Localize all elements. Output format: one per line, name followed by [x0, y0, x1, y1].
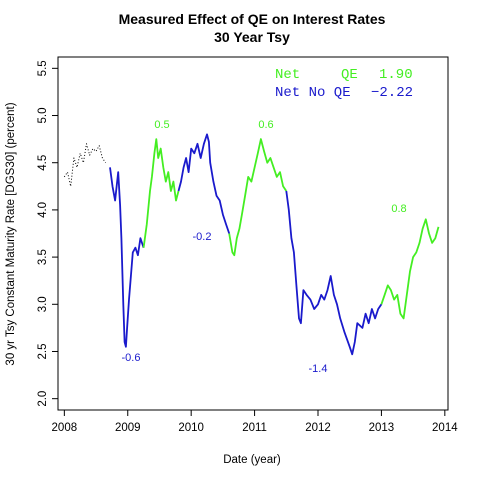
legend-qe-value: 1.90: [379, 67, 413, 83]
annotation-qe1: 0.5: [154, 119, 169, 131]
legend-qe-net-label: Net: [275, 67, 300, 83]
series-line-3: [142, 138, 180, 248]
x-tick-label: 2014: [432, 422, 458, 434]
x-tick-label: 2013: [369, 422, 395, 434]
y-tick-label: 4.0: [37, 202, 49, 218]
y-tick-label: 4.5: [37, 155, 49, 171]
y-axis: 2.0 2.5 3.0 3.5 4.0 4.5 5.0 5.5: [37, 60, 58, 407]
series-line-6: [285, 190, 383, 356]
legend-no-qe-value: −2.22: [371, 85, 413, 101]
series-line-7: [380, 218, 440, 320]
legend-qe-qe-label: QE: [341, 67, 358, 83]
x-tick-label: 2008: [52, 422, 78, 434]
annotation-no-qe3: -1.4: [309, 363, 328, 375]
series-line-4: [177, 133, 231, 234]
y-tick-label: 5.0: [37, 108, 49, 124]
y-tick-label: 3.0: [37, 296, 49, 312]
series-line-2: [109, 167, 145, 348]
y-tick-label: 5.5: [37, 60, 49, 76]
legend: Net QE 1.90 Net No QE −2.22: [275, 67, 413, 101]
chart-title: Measured Effect of QE on Interest Rates: [119, 11, 386, 27]
x-tick-label: 2012: [305, 422, 331, 434]
y-tick-label: 2.0: [37, 391, 49, 407]
annotation-no-qe2: -0.2: [193, 231, 212, 243]
annotations: 0.5 0.6 0.8 -0.6 -0.2 -1.4: [122, 119, 407, 375]
series-line-1: [63, 143, 107, 187]
x-tick-label: 2010: [178, 422, 204, 434]
y-tick-label: 3.5: [37, 249, 49, 265]
series-layer: [63, 133, 440, 356]
x-axis-label: Date (year): [223, 454, 281, 466]
x-tick-label: 2011: [242, 422, 267, 434]
x-tick-label: 2009: [115, 422, 141, 434]
annotation-no-qe1: -0.6: [122, 352, 141, 364]
annotation-qe2: 0.6: [258, 119, 273, 131]
series-line-5: [228, 138, 288, 257]
legend-no-qe-label: Net No QE: [275, 85, 351, 101]
plot-frame: [57, 56, 449, 411]
x-axis: 2008 2009 2010 2011 2012 2013 2014: [52, 410, 458, 434]
annotation-qe3: 0.8: [391, 203, 406, 215]
y-tick-label: 2.5: [37, 343, 49, 359]
chart-subtitle: 30 Year Tsy: [214, 29, 290, 45]
y-axis-label: 30 yr Tsy Constant Maturity Rate [DGS30]…: [5, 102, 17, 365]
